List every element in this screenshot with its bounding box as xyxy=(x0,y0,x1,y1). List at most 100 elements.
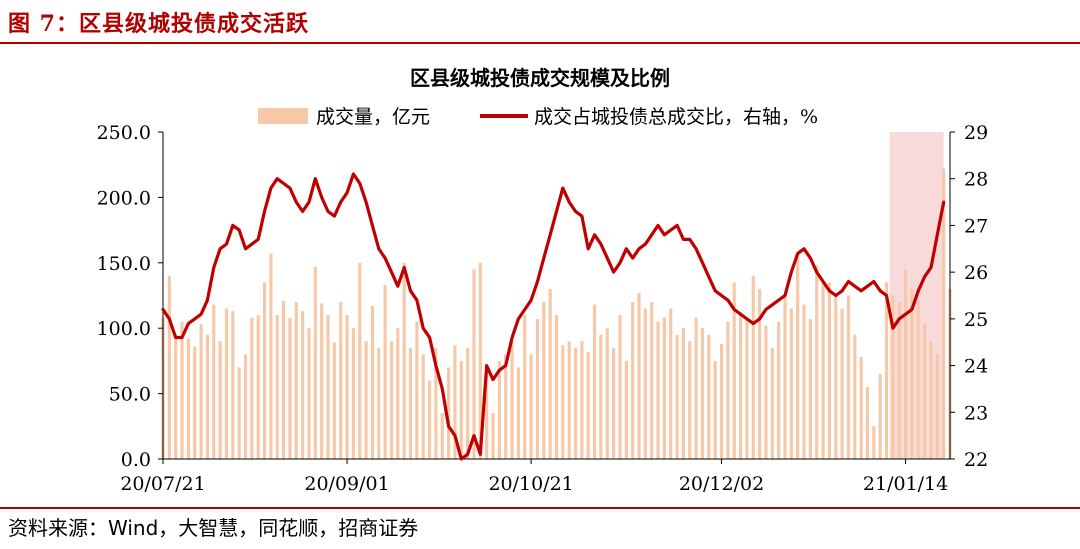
figure-title: 图 7：区县级城投债成交活跃 xyxy=(8,11,309,37)
y-right-tick-label: 25 xyxy=(964,309,988,331)
bar xyxy=(859,356,863,459)
bar xyxy=(529,354,533,459)
y-left-tick-label: 0.0 xyxy=(121,449,151,471)
bar xyxy=(605,328,609,459)
bar xyxy=(821,282,825,459)
bar xyxy=(167,275,171,459)
legend-bar-label: 成交量，亿元 xyxy=(316,106,430,128)
bar xyxy=(205,334,210,459)
y-left-tick-label: 200.0 xyxy=(97,187,151,209)
bar xyxy=(897,302,901,459)
bar xyxy=(573,347,578,459)
bar xyxy=(250,317,254,459)
bar xyxy=(688,341,692,459)
bar xyxy=(815,265,819,459)
bar xyxy=(237,367,241,459)
bar xyxy=(827,282,831,459)
y-right-tick-label: 27 xyxy=(964,215,988,237)
bar xyxy=(923,324,927,459)
bar xyxy=(612,347,616,459)
bar xyxy=(783,295,787,459)
bar xyxy=(580,341,584,459)
bar xyxy=(427,380,432,459)
bar xyxy=(377,347,381,459)
y-left-tick-label: 100.0 xyxy=(97,318,151,340)
bar xyxy=(440,413,444,459)
x-tick-label: 20/12/02 xyxy=(679,473,764,495)
bar xyxy=(478,262,482,459)
bar xyxy=(383,285,387,459)
bar xyxy=(707,334,711,459)
bar xyxy=(624,360,628,459)
bar xyxy=(929,341,933,459)
bar xyxy=(523,315,527,459)
bar xyxy=(796,256,800,459)
bar xyxy=(878,373,882,459)
bar xyxy=(485,367,489,459)
bar xyxy=(554,315,559,459)
bar xyxy=(586,351,590,459)
figure-header: 图 7：区县级城投债成交活跃 xyxy=(0,0,1080,44)
bar xyxy=(472,269,476,459)
bar xyxy=(339,302,343,459)
bar xyxy=(453,345,457,459)
bar xyxy=(592,304,597,459)
bar xyxy=(942,168,946,459)
bar xyxy=(491,413,495,459)
bar xyxy=(675,334,679,459)
bar xyxy=(713,360,717,459)
bar xyxy=(872,426,876,459)
bar xyxy=(808,319,812,459)
bar xyxy=(231,311,235,459)
bar xyxy=(916,299,920,459)
bar xyxy=(865,387,870,459)
bar xyxy=(834,295,838,459)
bar xyxy=(891,295,895,459)
bar xyxy=(243,354,248,459)
legend-bar-swatch xyxy=(258,108,308,124)
tick-labels: 0.0 50.0 100.0 150.0 200.0 250.0 22 23 24 25 26 27 2… xyxy=(97,122,989,495)
bar xyxy=(447,367,451,459)
bar xyxy=(903,269,908,459)
bar-series xyxy=(161,168,952,459)
bar xyxy=(738,315,743,459)
bar xyxy=(218,341,222,459)
bar xyxy=(561,345,565,459)
bar xyxy=(726,321,730,459)
line-series xyxy=(161,172,946,461)
bar xyxy=(669,308,673,459)
bar xyxy=(758,288,762,459)
bar xyxy=(745,317,749,459)
bar xyxy=(370,305,375,459)
legend-line-label: 成交占城投债总成交比，右轴，% xyxy=(534,106,818,128)
chart-container: 区县级城投债成交规模及比例 成交量，亿元 成交占城投债总成交比，右轴，% 0.0… xyxy=(0,46,1080,506)
bar xyxy=(643,308,647,459)
bar xyxy=(193,346,197,459)
y-right-tick-label: 23 xyxy=(964,402,988,424)
bar xyxy=(504,354,508,459)
bar xyxy=(326,315,330,459)
bar xyxy=(364,341,368,459)
bar xyxy=(294,302,298,459)
axes xyxy=(158,131,955,464)
footer-rule xyxy=(0,507,1080,509)
bar xyxy=(884,282,889,459)
bar xyxy=(548,288,552,459)
bar xyxy=(466,347,470,459)
x-tick-label: 20/09/01 xyxy=(304,473,389,495)
y-right-tick-label: 29 xyxy=(964,122,988,144)
x-tick-label: 21/01/14 xyxy=(863,473,948,495)
legend: 成交量，亿元 成交占城投债总成交比，右轴，% xyxy=(258,106,818,128)
bar xyxy=(777,321,781,459)
header-rule xyxy=(0,42,1080,44)
bar xyxy=(516,367,521,459)
source-note: 资料来源：Wind，大智慧，同花顺，招商证券 xyxy=(8,516,419,540)
bar xyxy=(320,303,324,459)
bar xyxy=(351,328,355,459)
y-right-tick-label: 24 xyxy=(964,356,988,378)
bar xyxy=(751,275,755,459)
bar xyxy=(269,253,273,459)
bar xyxy=(770,347,774,459)
bar xyxy=(681,328,686,459)
bar xyxy=(700,328,705,459)
